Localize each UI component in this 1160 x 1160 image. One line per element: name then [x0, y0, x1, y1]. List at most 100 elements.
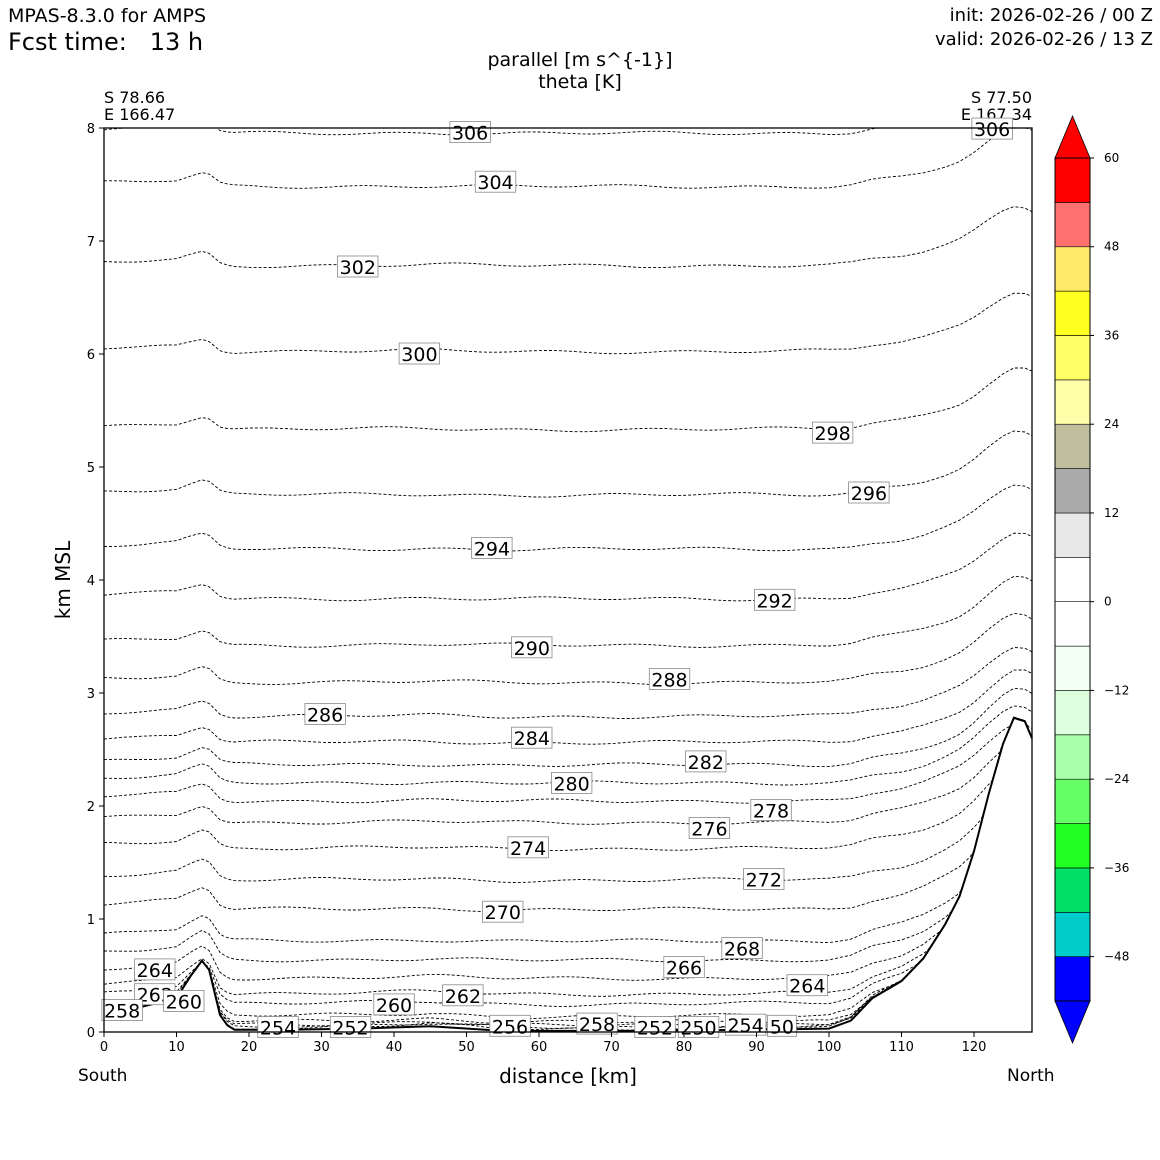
colorbar-segment — [1054, 601, 1091, 647]
contour-label-text: 254 — [727, 1015, 763, 1037]
contour-label-box — [482, 900, 524, 923]
theta-contour-266 — [104, 716, 1033, 963]
contour-label-text: 292 — [756, 590, 792, 612]
terrain-line — [103, 716, 1033, 1032]
contour-label-280: 280 — [551, 772, 593, 795]
colorbar-segment — [1054, 202, 1091, 248]
contour-label-text: 302 — [340, 257, 376, 279]
colorbar-segment — [1054, 335, 1091, 381]
contour-label-306: 306 — [449, 121, 491, 145]
contour-label-box — [471, 537, 513, 559]
contour-label-text: 264 — [137, 960, 173, 982]
contour-label-box — [663, 956, 705, 978]
theta-contour-272 — [103, 716, 1033, 883]
plot-frame — [103, 127, 1033, 1033]
contour-label-box — [725, 1013, 767, 1036]
contour-label-box — [304, 703, 346, 725]
y-tick-label: 4 — [87, 574, 95, 589]
valid-time: valid: 2026-02-26 / 13 Z — [935, 29, 1153, 50]
contour-label-text: 294 — [474, 538, 510, 560]
terrain — [103, 716, 1033, 1032]
colorbar-segment — [1054, 734, 1091, 780]
x-tick-label: 90 — [748, 1040, 765, 1055]
colorbar-extend-max — [1054, 114, 1091, 159]
contour-label-box — [101, 999, 143, 1021]
contour-label-text: 50 — [770, 1016, 794, 1038]
contour-label-text: 252 — [637, 1018, 673, 1040]
contour-label-box — [449, 121, 491, 143]
contour-label-254: 254 — [257, 1016, 299, 1040]
contour-label-box — [398, 342, 441, 365]
contour-label-text: 274 — [510, 838, 546, 860]
colorbar-frame — [1054, 157, 1091, 1002]
x-tick-label: 40 — [386, 1040, 403, 1055]
contour-label-box — [786, 974, 828, 997]
colorbar-segment — [1054, 468, 1091, 514]
contour-label-text: 278 — [753, 801, 789, 823]
contour-label-270: 270 — [482, 900, 524, 924]
contour-label-box — [750, 799, 792, 821]
x-tick-label: 50 — [458, 1040, 475, 1055]
contour-label-text: 260 — [376, 995, 412, 1017]
contour-label-box — [507, 836, 549, 859]
contour-label-278: 278 — [750, 799, 792, 823]
colorbar-segment — [1054, 911, 1091, 957]
contour-label-256: 256 — [489, 1014, 531, 1038]
forecast-time: Fcst time: 13 h — [8, 28, 203, 56]
model-name: MPAS-8.3.0 for AMPS — [8, 5, 207, 27]
contour-label-text: 298 — [814, 423, 850, 445]
x-tick-label: 110 — [889, 1040, 914, 1055]
colorbar-tick-label: 48 — [1104, 240, 1119, 254]
colorbar-tick-label: 24 — [1104, 417, 1119, 431]
colorbar-tick-label: −48 — [1104, 950, 1129, 964]
contour-label-box — [685, 750, 727, 773]
init-time: init: 2026-02-26 / 00 Z — [949, 5, 1153, 26]
south-label: South — [78, 1066, 128, 1086]
theta-contour-270 — [103, 716, 1033, 912]
right-latitude: S 77.50 — [970, 88, 1032, 107]
theta-contour-300 — [103, 292, 1033, 355]
contour-label-text: 260 — [166, 992, 202, 1014]
colorbar-segment — [1054, 423, 1091, 469]
contour-label-306: 306 — [971, 117, 1013, 141]
plot-axes: 0 10 20 30 40 50 60 70 80 90 100 110 120 0 1 2 3 4 5 6 7 8 — [87, 122, 1033, 1055]
theta-contour-276 — [103, 716, 1033, 825]
colorbar: 60 48 36 24 12 0 −12 −24 −36 −48 — [1054, 114, 1129, 1045]
contour-label-258: 258 — [576, 1012, 618, 1036]
theta-contour-278 — [103, 716, 1033, 804]
x-tick-label: 30 — [313, 1040, 330, 1055]
contour-label-262: 262 — [442, 984, 484, 1008]
theta-contour-264 — [103, 716, 1033, 981]
theta-contour-304 — [104, 127, 1033, 189]
theta-contour-292 — [103, 532, 1033, 602]
contour-label-box — [373, 993, 415, 1016]
theta-contour-290 — [103, 575, 1033, 648]
x-tick-label: 10 — [168, 1040, 185, 1055]
contour-label-50: 50 — [767, 1014, 797, 1038]
theta-contour-250 — [103, 716, 1033, 1031]
contour-label-box — [134, 958, 176, 981]
colorbar-segment — [1054, 379, 1091, 425]
contour-label-text: 282 — [688, 752, 724, 774]
contour-label-box — [812, 421, 854, 444]
colorbar-extend-min — [1054, 1000, 1091, 1045]
x-tick-label: 80 — [676, 1040, 693, 1055]
contour-label-264: 264 — [786, 974, 828, 998]
forecast-time-value: 13 h — [149, 28, 204, 56]
colorbar-tick-label: −12 — [1104, 683, 1129, 697]
colorbar-tick-label: 60 — [1104, 151, 1119, 165]
contour-label-252: 252 — [329, 1016, 372, 1040]
contour-label-box — [743, 868, 785, 890]
contour-label-296: 296 — [848, 481, 890, 505]
theta-contour-306 — [103, 127, 1032, 136]
contour-label-300: 300 — [398, 342, 441, 366]
colorbar-segment — [1054, 956, 1091, 1002]
colorbar-tick-label: 12 — [1104, 506, 1119, 520]
contour-label-text: 286 — [307, 705, 343, 727]
contour-label-text: 254 — [260, 1018, 296, 1040]
x-tick-label: 70 — [603, 1040, 620, 1055]
y-tick-label: 6 — [87, 348, 95, 363]
contour-label-260: 260 — [373, 993, 415, 1017]
colorbar-segment — [1054, 823, 1091, 869]
